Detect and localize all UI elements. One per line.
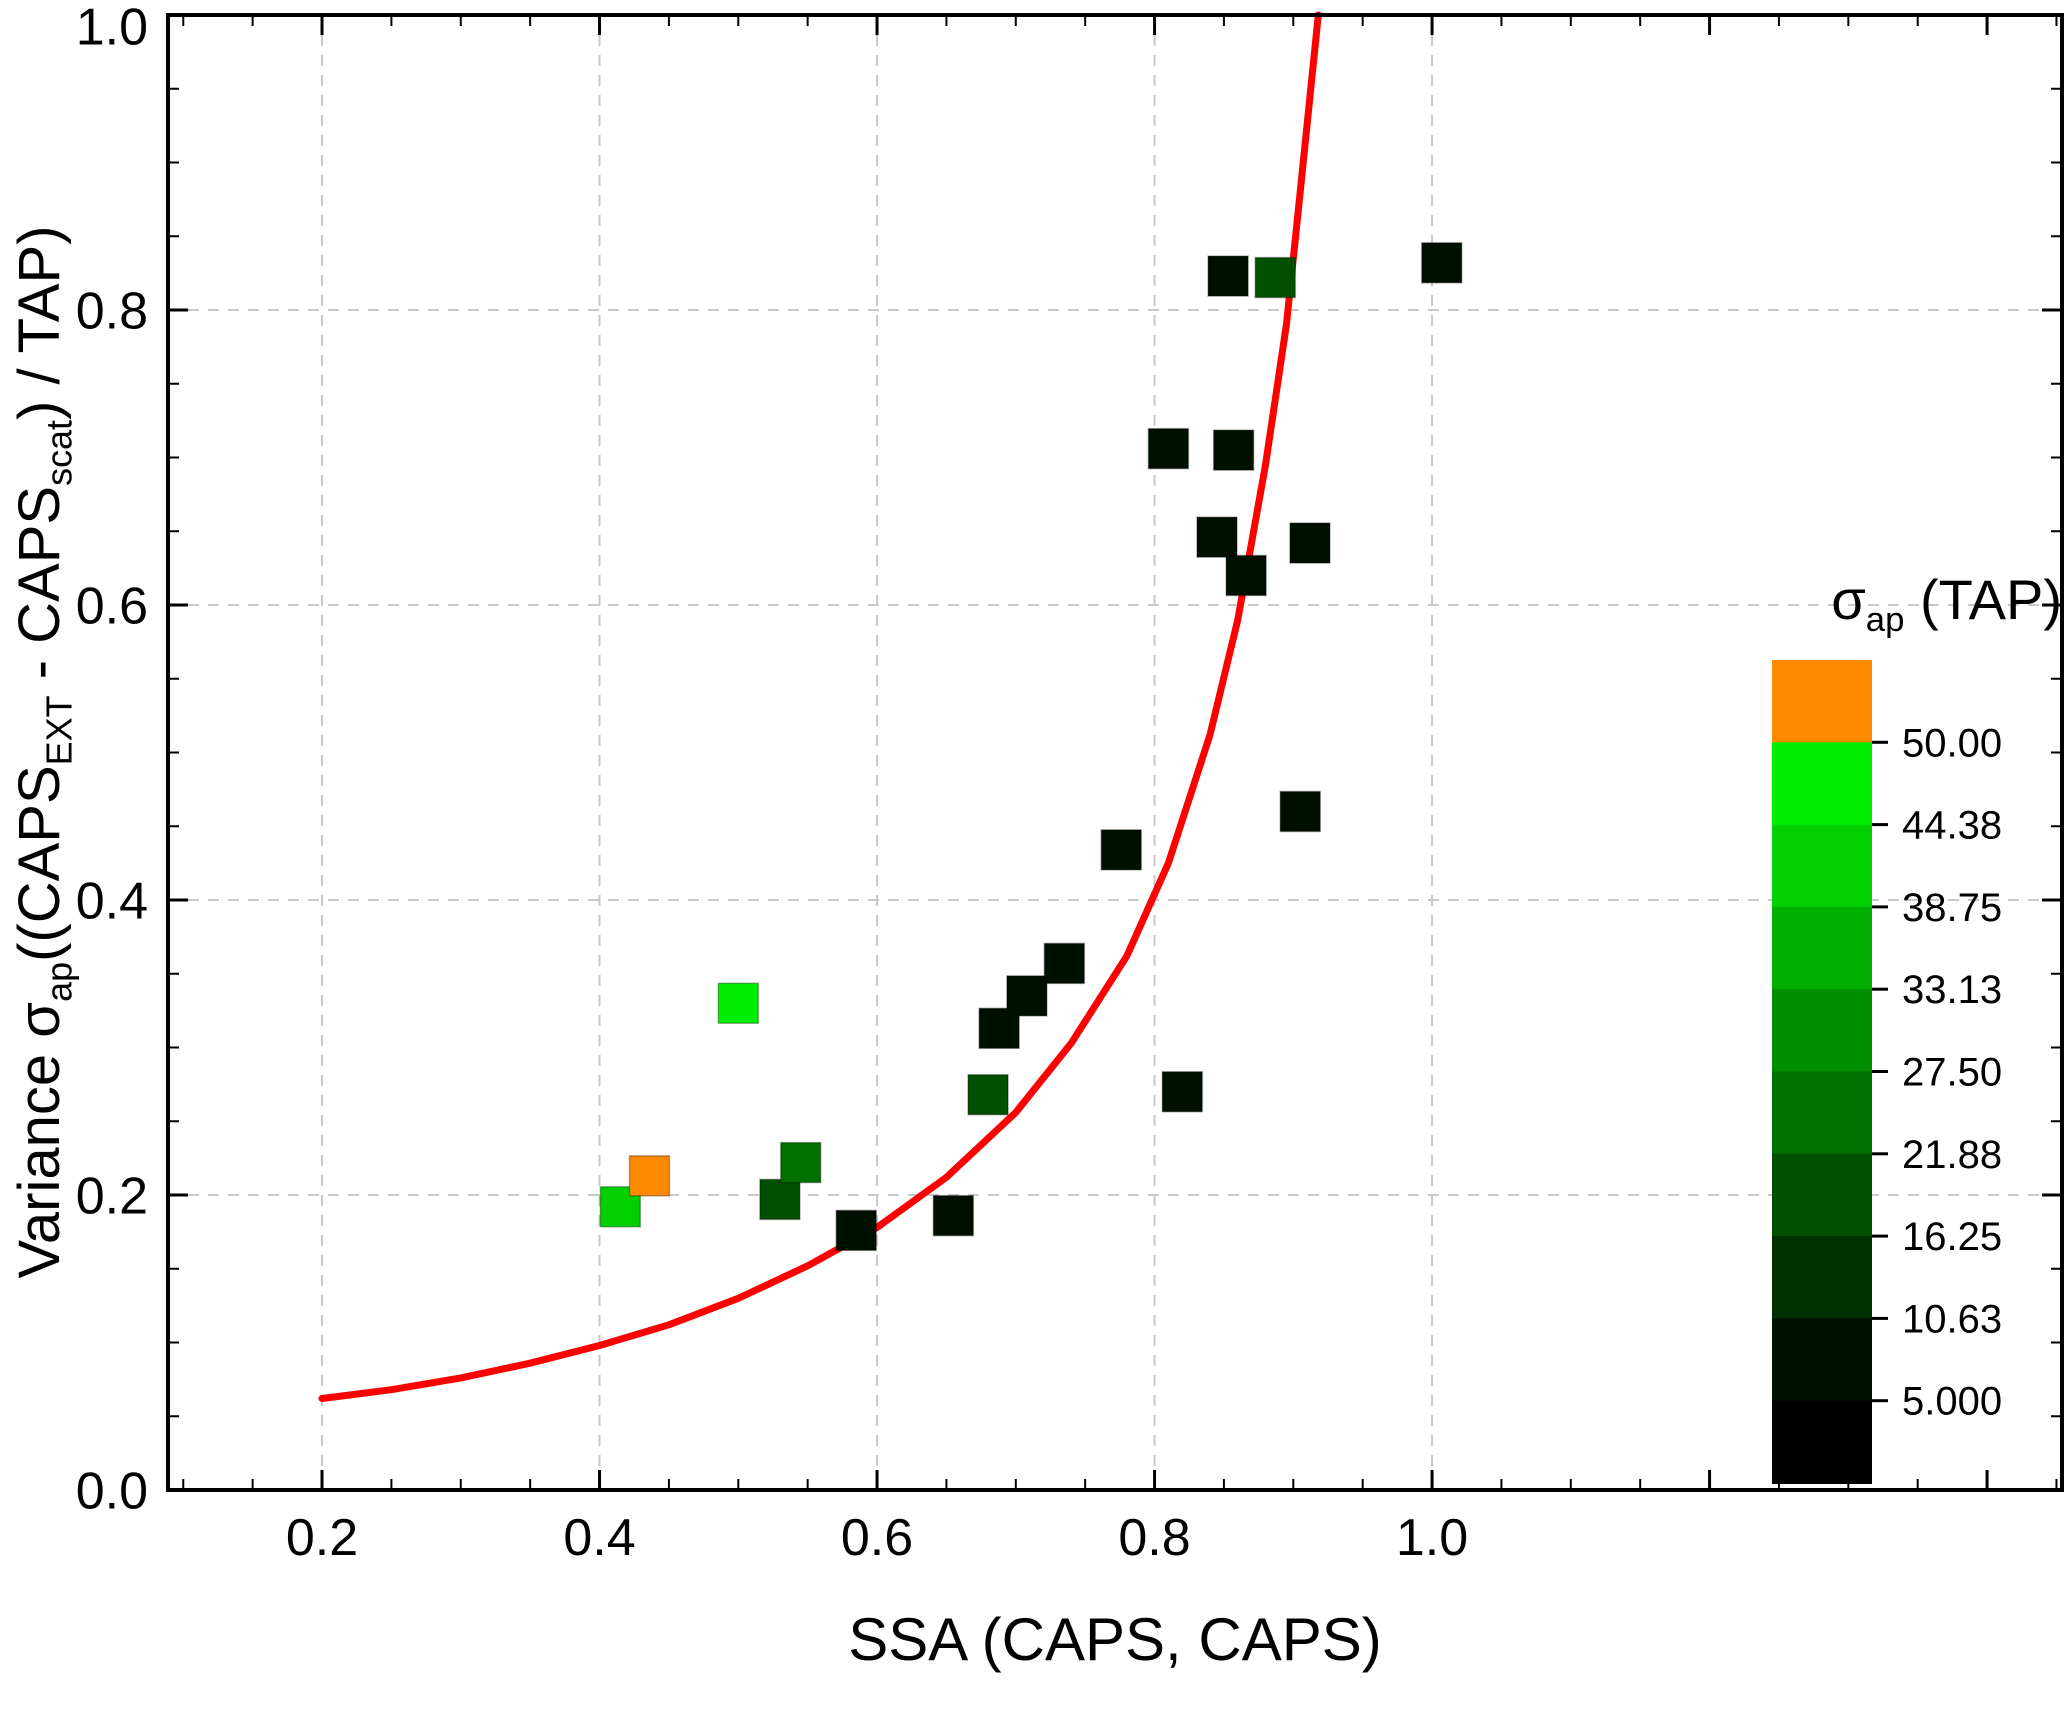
- y-tick-label: 0.8: [76, 283, 148, 341]
- scatter-point: [1147, 427, 1190, 470]
- colorbar-tick-label: 44.38: [1902, 804, 2002, 848]
- colorbar-tick-label: 5.000: [1902, 1380, 2002, 1424]
- colorbar-segment: [1772, 1318, 1872, 1402]
- scatter-point: [1006, 975, 1048, 1017]
- scatter-point: [1196, 516, 1238, 558]
- x-tick-label: 1.0: [1396, 1509, 1468, 1567]
- colorbar-segment: [1772, 1236, 1872, 1320]
- colorbar-segment: [1772, 906, 1872, 991]
- scatter-point: [1212, 429, 1255, 471]
- x-tick-label: 0.4: [563, 1509, 635, 1567]
- y-tick-label: 0.6: [76, 578, 148, 636]
- scatter-point: [932, 1194, 975, 1237]
- x-tick-labels: 0.2 0.4 0.6 0.8 1.0: [286, 1509, 1468, 1567]
- x-axis-title: SSA (CAPS, CAPS): [848, 1606, 1382, 1673]
- colorbar-segment: [1772, 989, 1872, 1073]
- scatter-point: [779, 1141, 822, 1184]
- scatter-point: [759, 1178, 801, 1221]
- colorbar: 50.00 44.38 38.75 33.13 27.50 21.88 16.25 10.63…: [1772, 660, 2002, 1484]
- scatter-point: [1161, 1071, 1204, 1113]
- y-tick-label: 0.4: [76, 873, 148, 931]
- scatter-point: [1289, 522, 1331, 564]
- colorbar-segment: [1772, 742, 1872, 826]
- x-tick-label: 0.8: [1118, 1509, 1190, 1567]
- x-tick-label: 0.2: [286, 1509, 358, 1567]
- colorbar-tick-label: 10.63: [1902, 1297, 2002, 1341]
- y-tick-label: 1.0: [76, 0, 148, 57]
- scatter-point: [1043, 942, 1086, 985]
- colorbar-segment: [1772, 824, 1872, 908]
- scatter-point: [1100, 829, 1142, 871]
- colorbar-segment: [1772, 1153, 1872, 1238]
- colorbar-tick-label: 50.00: [1902, 721, 2002, 765]
- colorbar-tick-label: 21.88: [1902, 1133, 2002, 1177]
- scatter-point: [1207, 255, 1249, 297]
- y-tick-label: 0.2: [76, 1168, 148, 1226]
- colorbar-tick-label: 38.75: [1902, 886, 2002, 930]
- colorbar-segment: [1772, 660, 1872, 744]
- colorbar-segment: [1772, 1400, 1872, 1484]
- y-axis-title: Variance σap((CAPSEXT - CAPSscat) / TAP): [7, 225, 80, 1279]
- scatter-point: [1421, 242, 1463, 284]
- colorbar-tick-label: 33.13: [1902, 968, 2002, 1012]
- scatter-series: [599, 242, 1463, 1252]
- scatter-point: [1254, 256, 1297, 299]
- colorbar-tick-label: 27.50: [1902, 1051, 2002, 1095]
- colorbar-title: σap (TAP): [1831, 568, 2062, 640]
- scatter-point: [1279, 790, 1321, 833]
- scatter-point: [835, 1209, 877, 1252]
- colorbar-segment: [1772, 1071, 1872, 1155]
- grid: [168, 15, 2062, 1490]
- scatter-point: [717, 982, 760, 1024]
- y-tick-labels: 0.0 0.2 0.4 0.6 0.8 1.0: [76, 0, 148, 1521]
- colorbar-tick-label: 16.25: [1902, 1215, 2002, 1259]
- y-tick-label: 0.0: [76, 1463, 148, 1521]
- axis-ticks: [168, 15, 2062, 1490]
- scatter-point: [628, 1155, 671, 1197]
- scatter-point: [967, 1073, 1009, 1116]
- fit-curve-line: [318, 11, 1322, 1402]
- x-tick-label: 0.6: [841, 1509, 913, 1567]
- scatter-point: [1225, 554, 1267, 597]
